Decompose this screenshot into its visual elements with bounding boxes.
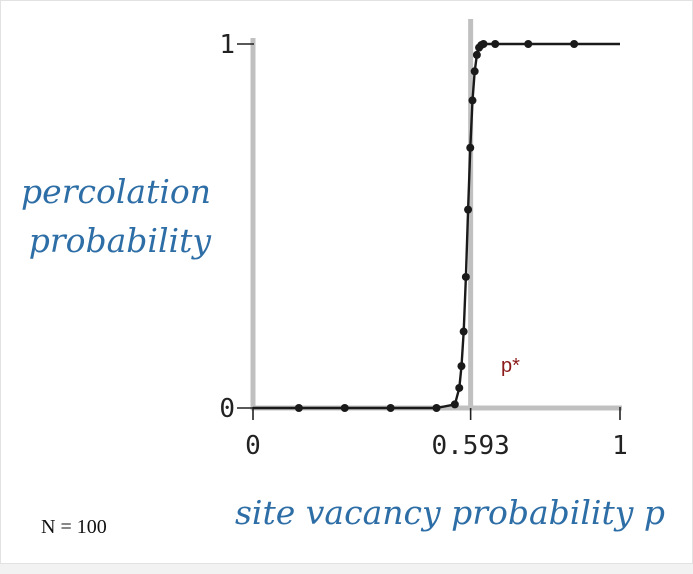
data-point: [294, 404, 303, 412]
data-point: [491, 40, 500, 48]
y-axis-label-line-1: percolation: [21, 172, 211, 211]
series-line-group: [253, 42, 620, 410]
data-point: [472, 50, 481, 59]
data-point: [459, 327, 468, 336]
y-tick-label-0: 0: [219, 394, 235, 424]
threshold-annotation: p*: [501, 355, 520, 377]
data-point: [468, 96, 477, 105]
data-point: [386, 404, 395, 412]
footnote-n: N = 100: [41, 516, 107, 538]
x-tick-label-0: 0: [245, 431, 261, 461]
data-point: [432, 404, 441, 412]
data-point: [524, 40, 533, 48]
x-tick-label-2: 1: [612, 431, 628, 461]
series-points-group: [294, 40, 579, 412]
axes: [237, 38, 622, 420]
y-tick-label-1: 1: [219, 30, 235, 60]
data-point: [455, 383, 464, 392]
data-point: [466, 143, 475, 152]
y-axis-label-line-2: probability: [29, 221, 212, 260]
data-point: [450, 400, 459, 409]
data-point: [479, 40, 488, 48]
series-line-0: [253, 42, 620, 410]
data-point: [461, 272, 470, 281]
x-tick-label-1: 0.593: [431, 431, 509, 461]
data-point: [464, 205, 473, 214]
x-axis-label: site vacancy probability p: [235, 493, 665, 532]
data-point: [570, 40, 579, 48]
tick-labels-group: 0 0.593 1 0 1: [219, 30, 627, 461]
data-point: [340, 404, 349, 412]
data-point: [470, 67, 479, 76]
data-point: [457, 362, 466, 371]
